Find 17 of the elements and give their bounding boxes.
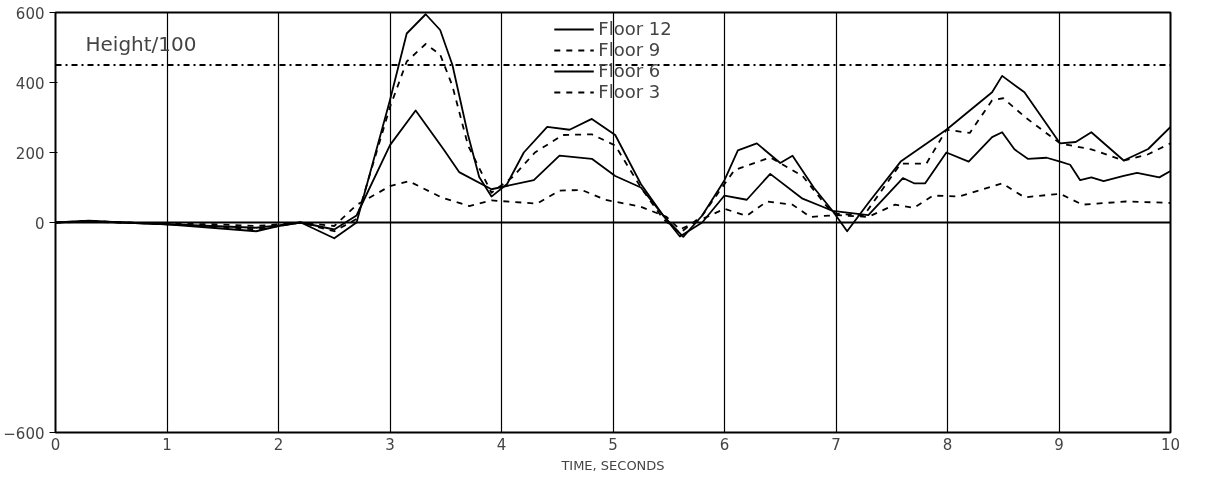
y-tick-label: 200	[15, 144, 45, 163]
x-tick-label: 1	[162, 435, 172, 454]
y-tick-label: 400	[15, 74, 45, 93]
y-tick-label: −600	[3, 424, 45, 443]
x-tick-label: 9	[1054, 435, 1064, 454]
y-tick-label: 600	[15, 4, 45, 23]
x-tick-label: 4	[496, 435, 507, 454]
x-tick-label: 5	[608, 435, 618, 454]
x-tick-label: 3	[385, 435, 395, 454]
x-axis-title: TIME, SECONDS	[560, 457, 665, 473]
x-tick-label: 10	[1160, 435, 1181, 454]
x-tick-label: 2	[273, 435, 284, 454]
x-tick-label: 0	[50, 435, 61, 454]
x-tick-label: 8	[942, 435, 953, 454]
x-tick-label: 6	[719, 435, 730, 454]
x-tick-label: 7	[831, 435, 841, 454]
y-tick-label: 0	[34, 214, 45, 233]
